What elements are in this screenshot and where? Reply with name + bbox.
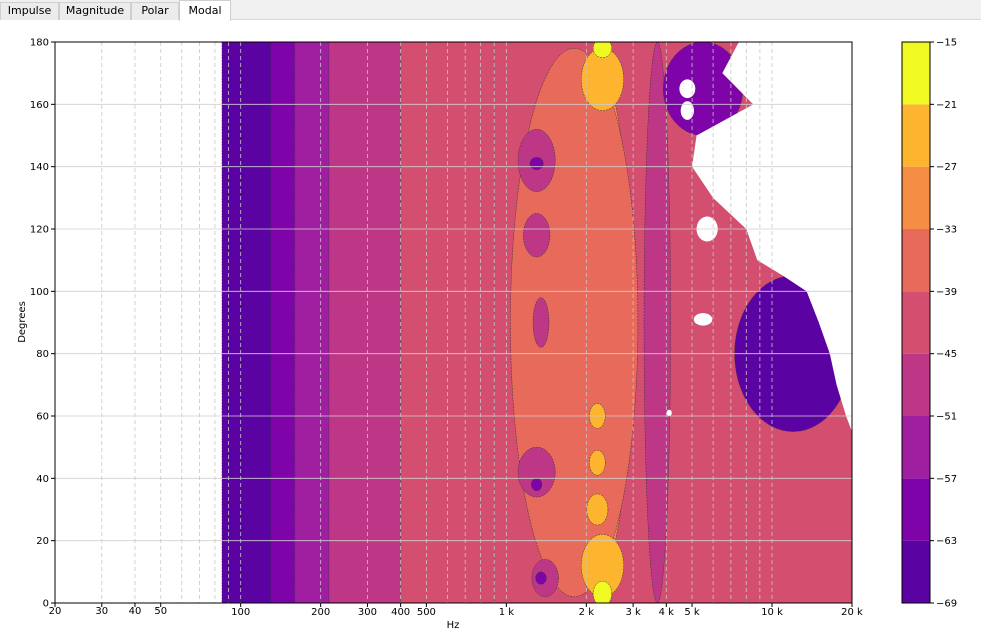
x-tick-label: 1 k xyxy=(499,607,515,618)
contour-fills xyxy=(221,42,852,603)
x-tick-label: 300 xyxy=(358,607,377,618)
contour-blob-7 xyxy=(592,580,613,603)
colorbar-segment xyxy=(902,104,930,167)
colorbar-segment xyxy=(902,166,930,229)
contour-blob-6 xyxy=(586,493,609,526)
x-tick-label: 10 k xyxy=(761,607,783,618)
contour-blob-8 xyxy=(592,42,613,58)
colorbar-segment xyxy=(902,291,930,354)
plot-area xyxy=(221,42,852,603)
y-tick-label: 140 xyxy=(30,162,49,173)
x-tick-label: 30 xyxy=(95,606,108,617)
colorbar-tick-label: −45 xyxy=(936,349,957,360)
contour-blob-16 xyxy=(535,571,547,585)
colorbar-segment xyxy=(902,353,930,416)
contour-blob-5 xyxy=(589,450,606,476)
y-tick-label: 40 xyxy=(36,474,49,485)
contour-band-0 xyxy=(221,42,272,603)
contour-band-2 xyxy=(294,42,330,603)
y-tick-label: 20 xyxy=(36,536,49,547)
contour-band-1 xyxy=(270,42,296,603)
colorbar-segment xyxy=(902,416,930,479)
y-axis-label: Degrees xyxy=(17,301,28,343)
contour-blob-14 xyxy=(529,157,544,171)
contour-blob-15 xyxy=(531,478,543,492)
colorbar-tick-label: −15 xyxy=(936,38,957,49)
tab-bar: Impulse Magnitude Polar Modal xyxy=(0,0,981,21)
x-tick-label: 4 k xyxy=(659,607,675,618)
x-axis-label: Hz xyxy=(447,620,460,630)
x-tick-label: 5 k xyxy=(684,607,700,618)
colorbar-tick-label: −69 xyxy=(936,599,957,610)
y-tick-label: 100 xyxy=(30,287,49,298)
tab-magnitude[interactable]: Magnitude xyxy=(59,2,131,20)
tab-impulse[interactable]: Impulse xyxy=(0,2,59,20)
colorbar-segment xyxy=(902,42,930,105)
plot-frame xyxy=(54,41,853,604)
x-tick-label: 500 xyxy=(417,607,436,618)
colorbar-segment xyxy=(902,540,930,603)
no-data-island-4 xyxy=(666,409,672,416)
x-tick-label: 2 k xyxy=(579,607,595,618)
no-data-region xyxy=(692,42,852,432)
y-tick-label: 160 xyxy=(30,100,49,111)
x-tick-label: 100 xyxy=(231,607,250,618)
no-data-island-0 xyxy=(679,79,696,99)
x-tick-label: 20 k xyxy=(841,607,863,618)
colorbar-tick-label: −51 xyxy=(936,412,957,423)
x-tick-label: 200 xyxy=(311,607,330,618)
colorbar-tick-label: −57 xyxy=(936,474,957,485)
colorbar-tick-label: −27 xyxy=(936,162,957,173)
colorbar-tick-label: −21 xyxy=(936,100,957,111)
no-data-island-1 xyxy=(680,101,694,120)
x-tick-label: 40 xyxy=(129,606,142,617)
colorbar-segment xyxy=(902,478,930,541)
x-tick-label: 20 xyxy=(49,606,62,617)
contour-blob-9 xyxy=(517,446,556,498)
contour-blob-3 xyxy=(580,47,624,111)
contour-blob-17 xyxy=(643,42,671,603)
y-tick-label: 180 xyxy=(30,38,49,49)
tab-modal[interactable]: Modal xyxy=(179,0,231,21)
y-tick-label: 60 xyxy=(36,412,49,423)
colorbar-frame xyxy=(901,41,931,604)
contour-blob-11 xyxy=(523,213,551,258)
contour-blob-1 xyxy=(510,47,639,598)
colorbar-tick-label: −39 xyxy=(936,287,957,298)
y-tick-label: 80 xyxy=(36,349,49,360)
contour-blob-12 xyxy=(532,297,550,348)
y-tick-label: 120 xyxy=(30,225,49,236)
colorbar: −69 −63 −57 −51 −45 −39 −33 −27 −21 −15 xyxy=(901,38,957,610)
y-tick-label: 0 xyxy=(43,599,49,610)
contour-band-3 xyxy=(328,42,401,603)
colorbar-segment xyxy=(902,229,930,292)
colorbar-tick-label: −33 xyxy=(936,225,957,236)
no-data-island-3 xyxy=(693,313,713,326)
x-tick-label: 3 k xyxy=(625,607,641,618)
x-tick-label: 400 xyxy=(391,607,410,618)
x-tick-label: 50 xyxy=(154,606,167,617)
colorbar-tick-label: −63 xyxy=(936,536,957,547)
contour-blob-2 xyxy=(580,534,624,598)
tab-polar[interactable]: Polar xyxy=(131,2,179,20)
